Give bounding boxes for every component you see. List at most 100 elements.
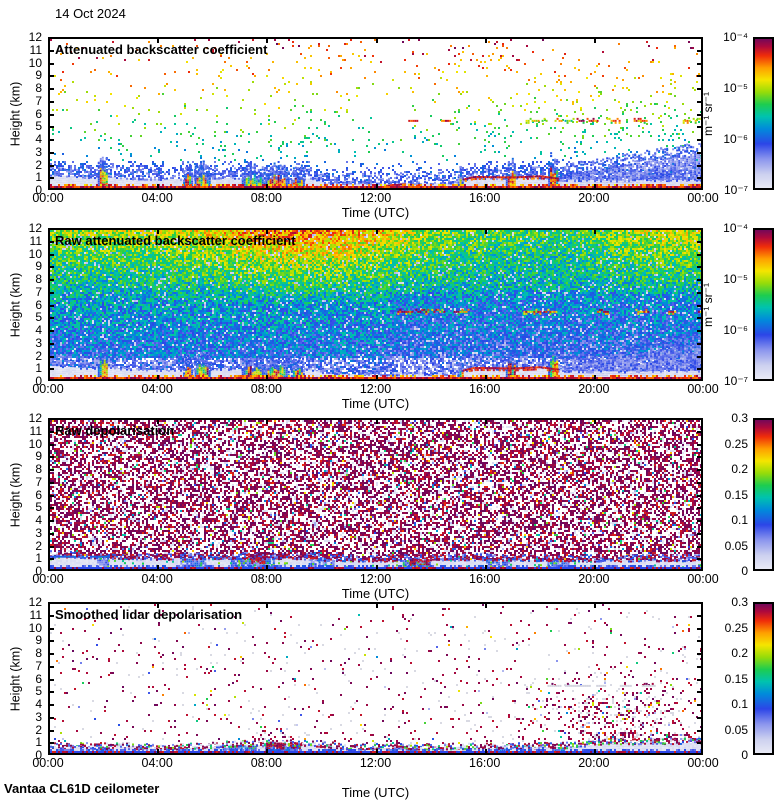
colorbar-tick-label: 0.15: [724, 487, 748, 502]
x-tick-label: 00:00: [32, 191, 64, 205]
x-tick-label: 12:00: [359, 756, 392, 770]
x-axis-label: Time (UTC): [341, 785, 410, 800]
x-tick-label: 20:00: [578, 382, 610, 396]
y-tick-label: 5: [35, 310, 42, 325]
colorbar-tick-label: 10⁻⁵: [723, 272, 748, 286]
colorbar-tick-label: 0.1: [731, 513, 748, 527]
colorbar-tick-label: 10⁻⁷: [723, 183, 748, 197]
panel-title: Raw attenuated backscatter coefficient: [55, 233, 296, 248]
y-tick-label: 10: [28, 436, 42, 451]
panel-raw-attenuated-backscatter: Raw attenuated backscatter coefficient H…: [0, 221, 780, 428]
y-tick-label: 4: [35, 323, 42, 337]
y-tick-label: 12: [28, 595, 42, 609]
y-tick-label: 3: [35, 335, 42, 350]
x-tick-label: 00:00: [687, 572, 719, 586]
x-tick-labels: 00:00 04:00 08:00 12:00 16:00 20:00 00:00: [32, 756, 718, 770]
y-tick-label: 8: [35, 81, 42, 95]
y-tick-label: 3: [35, 144, 42, 159]
colorbar: [753, 602, 774, 755]
y-tick-label: 2: [35, 348, 42, 363]
x-tick-label: 20:00: [578, 191, 610, 205]
instrument-label: Vantaa CL61D ceilometer: [4, 781, 160, 796]
y-tick-label: 1: [35, 170, 42, 185]
y-tick-labels: 12 11 10 9 8 7 6 5 4 3 2 1 0: [18, 595, 44, 762]
x-axis-label: Time (UTC): [341, 205, 410, 220]
y-tick-label: 12: [28, 221, 42, 235]
panel-attenuated-backscatter: Attenuated backscatter coefficient Heigh…: [0, 30, 780, 237]
y-tick-label: 0: [35, 183, 42, 197]
y-tick-label: 0: [35, 564, 42, 578]
x-tick-label: 04:00: [141, 382, 173, 396]
y-tick-label: 1: [35, 361, 42, 376]
attenuated-backscatter-heatmap: [48, 37, 703, 190]
colorbar-unit-label: m⁻¹ sr⁻¹: [701, 91, 715, 136]
y-tick-label: 12: [28, 30, 42, 44]
x-tick-label: 08:00: [250, 756, 282, 770]
y-tick-label: 9: [35, 633, 42, 648]
y-tick-label: 4: [35, 513, 42, 527]
y-tick-label: 5: [35, 500, 42, 515]
y-tick-label: 6: [35, 106, 42, 121]
colorbar-tick-label: 10⁻⁵: [723, 81, 748, 95]
x-tick-label: 16:00: [469, 756, 501, 770]
x-tick-label: 08:00: [250, 382, 282, 396]
colorbar-tick-label: 0.25: [724, 620, 748, 635]
colorbar-tick-labels: 10⁻⁴ 10⁻⁵ 10⁻⁶ 10⁻⁷: [690, 30, 750, 197]
colorbar-tick-label: 0.3: [731, 411, 748, 425]
raw-depolarisation-heatmap: [48, 418, 703, 571]
colorbar-tick-label: 10⁻⁶: [723, 323, 748, 337]
panel-title: Raw depolarisation: [55, 423, 175, 438]
y-tick-labels: 12 11 10 9 8 7 6 5 4 3 2 1 0: [18, 30, 44, 197]
x-tick-label: 00:00: [687, 756, 719, 770]
x-tick-label: 16:00: [469, 572, 501, 586]
y-tick-label: 10: [28, 55, 42, 70]
x-tick-label: 00:00: [32, 756, 64, 770]
y-tick-label: 6: [35, 297, 42, 312]
colorbar-tick-label: 0: [741, 564, 748, 578]
colorbar-tick-label: 0.05: [724, 722, 748, 737]
y-tick-labels: 12 11 10 9 8 7 6 5 4 3 2 1 0: [18, 411, 44, 578]
x-tick-label: 12:00: [359, 572, 392, 586]
y-tick-label: 1: [35, 551, 42, 566]
x-tick-labels: 00:00 04:00 08:00 12:00 16:00 20:00 00:00: [32, 572, 718, 586]
x-tick-label: 16:00: [469, 191, 501, 205]
colorbar-tick-label: 0.1: [731, 697, 748, 711]
colorbar: [753, 418, 774, 571]
x-tick-label: 12:00: [359, 191, 392, 205]
colorbar-tick-labels: 0.3 0.25 0.2 0.15 0.1 0.05 0: [690, 595, 750, 762]
raw-attenuated-backscatter-heatmap: [48, 228, 703, 381]
x-tick-label: 00:00: [32, 572, 64, 586]
x-tick-label: 20:00: [578, 572, 610, 586]
panel-raw-depolarisation: Raw depolarisation Height (km) 12 11 10 9 8 7…: [0, 411, 780, 618]
y-tick-label: 7: [35, 474, 42, 489]
colorbar-tick-label: 0.2: [731, 462, 748, 476]
colorbar-tick-labels: 10⁻⁴ 10⁻⁵ 10⁻⁶ 10⁻⁷: [690, 221, 750, 388]
panel-smoothed-depolarisation: Smoothed lidar depolarisation Height (km…: [0, 595, 780, 800]
x-tick-labels: 00:00 04:00 08:00 12:00 16:00 20:00 00:00: [32, 382, 718, 396]
y-tick-label: 11: [29, 42, 42, 57]
y-tick-label: 11: [29, 423, 42, 438]
y-tick-label: 8: [35, 646, 42, 660]
x-tick-label: 00:00: [687, 191, 719, 205]
y-tick-label: 7: [35, 284, 42, 299]
x-tick-label: 16:00: [469, 382, 501, 396]
colorbar-tick-label: 0.25: [724, 436, 748, 451]
x-tick-label: 00:00: [32, 382, 64, 396]
colorbar-unit-label: m⁻¹ sr⁻¹: [701, 282, 715, 327]
x-tick-label: 08:00: [250, 572, 282, 586]
panel-title: Attenuated backscatter coefficient: [55, 42, 268, 57]
colorbar-tick-label: 0.2: [731, 646, 748, 660]
y-tick-label: 6: [35, 487, 42, 502]
colorbar-tick-label: 0.3: [731, 595, 748, 609]
colorbar-tick-label: 0: [741, 748, 748, 762]
y-tick-label: 4: [35, 697, 42, 711]
colorbar-tick-label: 0.05: [724, 538, 748, 553]
x-tick-label: 12:00: [359, 382, 392, 396]
y-tick-label: 8: [35, 462, 42, 476]
y-tick-label: 6: [35, 671, 42, 686]
colorbar-tick-label: 10⁻⁴: [723, 221, 748, 235]
colorbar-tick-label: 10⁻⁶: [723, 132, 748, 146]
y-tick-label: 11: [29, 607, 42, 622]
colorbar: [753, 228, 774, 381]
